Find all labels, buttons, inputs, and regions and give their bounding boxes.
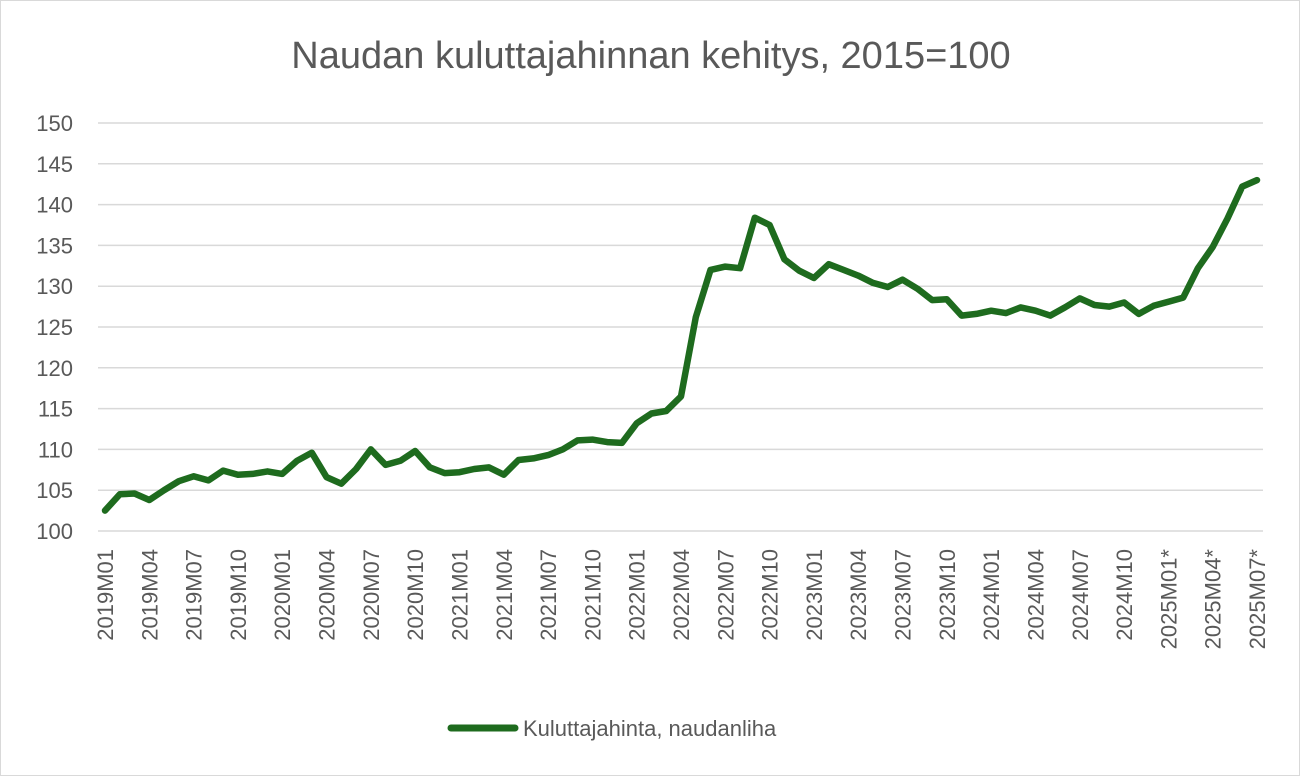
x-tick-label: 2024M07: [1068, 549, 1093, 641]
x-axis-tick-labels: 2019M01 2019M04 2019M07 2019M10 2020M01 2020M…: [93, 549, 1270, 650]
x-tick-label: 2024M10: [1112, 549, 1137, 641]
x-tick-label: 2024M01: [979, 549, 1004, 641]
y-tick-label: 150: [36, 111, 73, 136]
x-tick-label: 2021M04: [492, 549, 517, 641]
x-tick-label: 2021M01: [447, 549, 472, 641]
x-tick-label: 2023M07: [891, 549, 916, 641]
x-tick-label: 2020M01: [270, 549, 295, 641]
y-tick-label: 105: [36, 478, 73, 503]
x-tick-label: 2021M07: [536, 549, 561, 641]
x-tick-label: 2022M07: [713, 549, 738, 641]
y-tick-label: 110: [38, 437, 73, 462]
y-tick-label: 120: [36, 356, 73, 381]
x-tick-label: 2022M10: [758, 549, 783, 641]
x-tick-label: 2020M10: [403, 549, 428, 641]
x-tick-label: 2025M01*: [1156, 549, 1181, 650]
y-tick-label: 135: [36, 233, 73, 258]
y-tick-label: 115: [38, 397, 73, 422]
y-tick-label: 100: [36, 519, 73, 544]
gridlines: [98, 122, 1263, 532]
x-tick-label: 2021M10: [580, 549, 605, 641]
legend: Kuluttajahinta, naudanliha: [447, 716, 777, 741]
x-tick-label: 2024M04: [1023, 549, 1048, 641]
x-tick-label: 2023M01: [802, 549, 827, 641]
legend-label: Kuluttajahinta, naudanliha: [523, 716, 777, 741]
chart-title: Naudan kuluttajahinnan kehitys, 2015=100: [291, 35, 1010, 77]
x-tick-label: 2023M04: [846, 549, 871, 641]
x-tick-label: 2022M01: [625, 549, 650, 641]
y-tick-label: 145: [36, 152, 73, 177]
x-tick-label: 2022M04: [669, 549, 694, 641]
y-tick-label: 140: [36, 193, 73, 218]
x-tick-label: 2025M07*: [1245, 549, 1270, 650]
x-tick-label: 2023M10: [935, 549, 960, 641]
x-tick-label: 2019M04: [137, 549, 162, 641]
x-tick-label: 2025M04*: [1201, 549, 1226, 650]
y-tick-label: 130: [36, 274, 73, 299]
series-line-0: [101, 176, 1261, 514]
x-tick-label: 2020M04: [315, 549, 340, 641]
y-axis-tick-labels: 100 105 110 115 120 125 130 135 140 145 150: [36, 111, 73, 544]
series-lines: [101, 176, 1261, 514]
x-tick-label: 2019M10: [226, 549, 251, 641]
x-tick-label: 2020M07: [359, 549, 384, 641]
x-tick-label: 2019M01: [93, 549, 118, 641]
y-tick-label: 125: [36, 315, 73, 340]
x-tick-label: 2019M07: [182, 549, 207, 641]
